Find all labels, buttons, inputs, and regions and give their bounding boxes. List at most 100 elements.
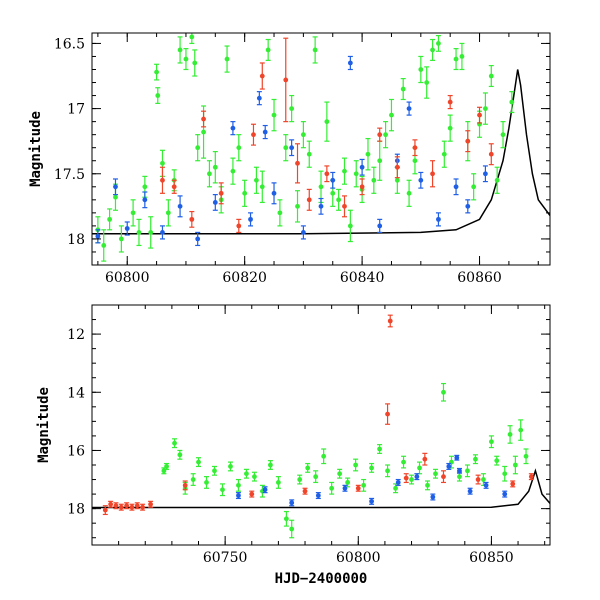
top-data-points [95,33,515,262]
green-data-point [212,151,218,184]
blue-data-point [262,486,268,494]
green-data-point [494,166,500,194]
green-data-point [118,225,124,253]
bottom-y-axis-title: Magnitude [36,387,52,463]
blue-data-point [289,499,295,507]
blue-data-point [256,91,262,106]
green-data-point [189,33,195,45]
green-data-point [377,444,383,454]
green-data-point [321,448,327,465]
y-tick-label: 18 [67,232,85,248]
x-tick-label: 60800 [105,270,150,286]
blue-data-point [112,178,118,196]
green-data-point [502,465,508,482]
green-data-point [283,134,289,162]
green-data-point [324,101,330,142]
green-data-point [512,455,518,475]
green-data-point [177,36,183,64]
model-curve-line [92,468,550,509]
red-data-point [477,106,483,124]
green-data-point [383,121,389,149]
green-data-point [377,140,383,181]
green-data-point [388,98,394,132]
bottom-model-curve [92,468,550,509]
red-data-point [359,178,365,196]
red-data-point [201,110,207,128]
blue-data-point [414,473,420,481]
blue-data-point [465,199,471,214]
green-data-point [361,478,367,492]
y-tick-label: 18 [67,502,85,518]
green-data-point [418,55,424,84]
green-data-point [267,460,273,470]
blue-data-point [482,165,488,183]
green-data-point [265,38,271,61]
blue-data-point [342,484,348,492]
green-data-point [305,462,311,473]
blue-data-point [271,182,277,205]
red-data-point [488,143,494,166]
green-data-point [482,92,488,125]
green-data-point [472,454,478,465]
green-data-point [164,462,170,470]
top-model-curve [92,69,550,235]
green-data-point [165,199,171,227]
blue-data-point [377,218,383,234]
green-data-point [371,166,377,194]
blue-data-point [248,212,254,227]
x-tick-label: 60750 [203,550,248,566]
green-data-point [336,188,342,211]
blue-data-point [262,124,268,140]
bottom-plot-area [92,314,550,539]
red-data-point [283,37,289,123]
red-data-point [140,503,146,511]
green-data-point [211,465,217,476]
green-data-point [409,474,415,485]
green-data-point [329,481,335,495]
green-data-point [243,468,249,479]
green-data-point [337,468,343,479]
green-data-point [401,455,407,469]
blue-data-point [315,492,321,500]
green-data-point [385,464,391,478]
green-data-point [518,419,524,441]
red-data-point [447,94,453,110]
green-data-point [400,78,406,101]
green-data-point [435,35,441,52]
green-data-point [353,458,359,472]
green-data-point [406,179,412,207]
red-data-point [259,62,265,90]
x-tick-label: 60820 [222,270,267,286]
blue-data-point [435,212,441,227]
green-data-point [417,461,423,475]
blue-data-point [406,101,412,116]
green-data-point [494,455,500,466]
green-data-point [177,449,183,460]
blue-data-point [502,490,508,498]
red-data-point [341,195,347,218]
blue-data-point [359,158,365,176]
green-data-point [312,36,318,64]
top-frame [91,32,551,266]
blue-data-point [195,231,201,247]
green-data-point [297,474,303,485]
blue-data-point [124,221,130,236]
green-data-point [464,464,470,478]
green-data-point [277,199,283,227]
blue-data-point [142,191,148,209]
green-data-point [365,137,371,171]
green-data-point [242,179,248,207]
green-data-point [488,64,494,88]
bottom-x-axis-title: HJD−2400000 [275,571,368,587]
green-data-point [509,91,515,114]
green-data-point [369,462,375,473]
x-tick-label: 60860 [457,270,502,286]
red-data-point [124,502,130,510]
blue-data-point [289,139,295,157]
red-data-point [108,500,114,508]
green-data-point [271,98,277,132]
blue-data-point [369,497,375,505]
red-data-point [134,502,140,510]
blue-data-point [418,171,424,189]
